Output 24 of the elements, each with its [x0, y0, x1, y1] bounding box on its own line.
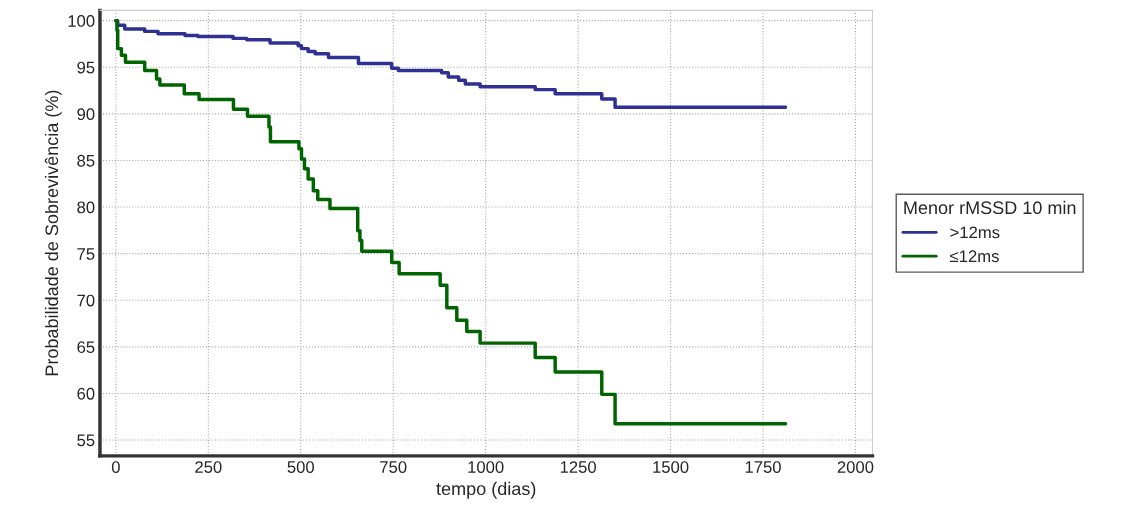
x-tick-label: 2000	[837, 461, 874, 473]
x-tick-label: 1500	[653, 461, 689, 473]
x-tick-label: 500	[287, 461, 315, 473]
legend-title: Menor rMSSD 10 min	[904, 200, 1076, 215]
y-tick-label: 70	[77, 294, 95, 307]
x-tick-label: 1000	[468, 461, 504, 473]
x-tick-label: 1250	[560, 461, 596, 473]
x-tick-label: 1750	[745, 461, 781, 473]
y-tick-label: 85	[77, 154, 95, 167]
x-axis-title: tempo (dias)	[436, 481, 536, 499]
x-tick-label: 0	[111, 461, 120, 473]
x-tick-label: 750	[380, 461, 407, 473]
y-tick-label: 100	[68, 15, 95, 27]
legend-label: >12ms	[950, 226, 1000, 239]
y-tick-label: 80	[77, 201, 95, 214]
y-tick-label: 60	[77, 387, 95, 400]
legend-label: ≤12ms	[950, 250, 999, 263]
y-axis-title: Probabilidade de Sobrevivência (%)	[44, 90, 62, 376]
y-tick-label: 65	[77, 341, 95, 354]
y-tick-label: 90	[77, 108, 95, 121]
y-tick-label: 95	[77, 61, 95, 74]
y-tick-label: 75	[77, 248, 95, 260]
x-tick-label: 250	[195, 461, 222, 473]
y-tick-label: 55	[77, 434, 95, 447]
